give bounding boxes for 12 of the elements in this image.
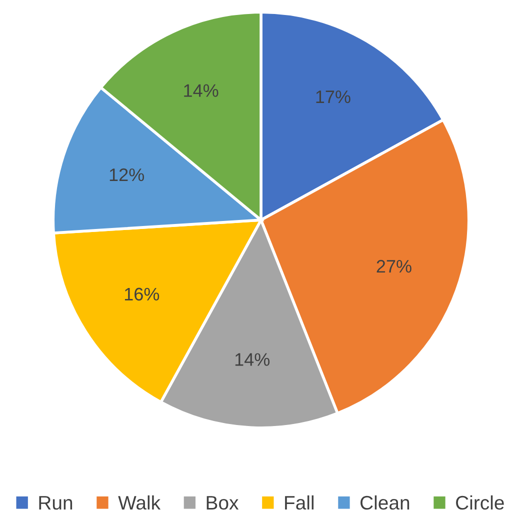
data-label: 14% xyxy=(184,84,218,97)
data-label: 17% xyxy=(316,90,350,104)
data-label: 12% xyxy=(110,168,144,182)
legend-label: Run xyxy=(39,496,72,510)
data-label: 27% xyxy=(376,260,412,273)
data-label: 16% xyxy=(124,288,160,301)
legend-label: Clean xyxy=(360,495,410,510)
legend-label: Walk xyxy=(118,495,161,510)
legend-label: Box xyxy=(206,496,239,510)
data-label: 14% xyxy=(235,353,270,366)
legend-label: Circle xyxy=(456,495,504,510)
legend-label: Fall xyxy=(285,495,314,510)
